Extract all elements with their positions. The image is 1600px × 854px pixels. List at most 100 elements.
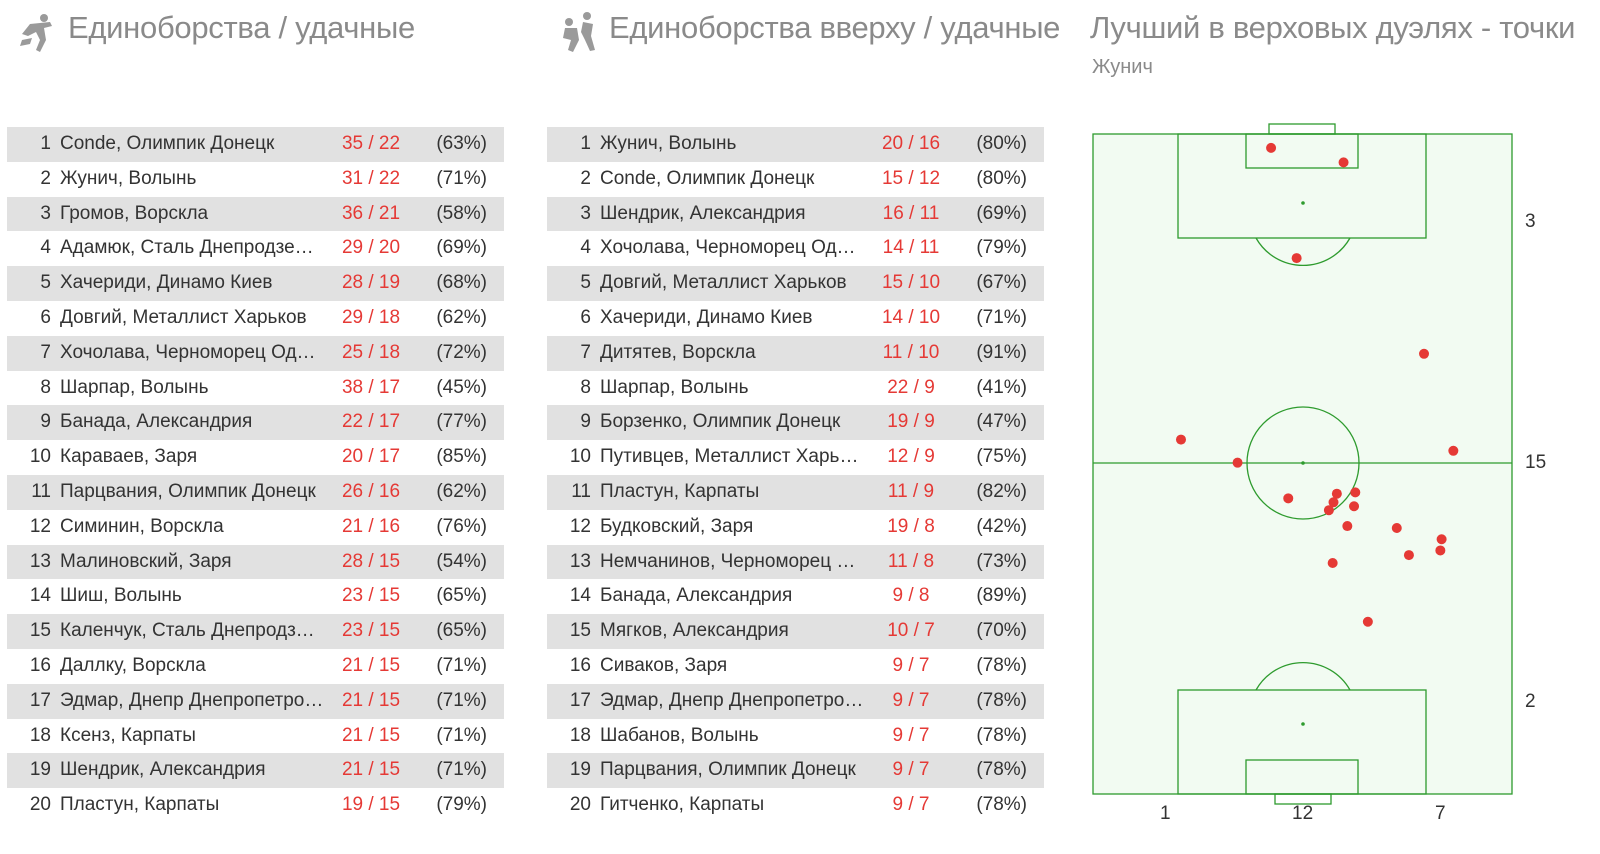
rank-cell: 4 (40, 237, 51, 259)
duel-point (1349, 501, 1360, 512)
table-row: 13 Немчанинов, Черноморец Одесса 11 / 8 (73… (547, 544, 1044, 580)
player-name: Пластун, Карпаты (600, 480, 760, 502)
player-name: Дитятев, Ворскла (600, 341, 756, 363)
player-name: Шиш, Волынь (60, 585, 182, 607)
duels-score: 9 / 7 (892, 654, 930, 676)
bottom-penalty-arc (1255, 662, 1351, 691)
rank-cell: 4 (580, 237, 591, 259)
rank-cell: 3 (40, 202, 51, 224)
duels-score: 11 / 9 (887, 480, 935, 502)
duel-point (1283, 493, 1294, 504)
duels-score: 11 / 8 (887, 550, 935, 572)
rank-cell: 15 (569, 620, 591, 642)
rank-cell: 8 (580, 376, 591, 398)
success-percent: (79%) (436, 794, 487, 816)
table-row: 2 Жунич, Волынь 31 / 22 (71%) (7, 162, 504, 197)
table-row: 2 Conde, Олимпик Донецк 15 / 12 (80%) (547, 162, 1044, 197)
table-row: 17 Эдмар, Днепр Днепропетровск 9 / 7 (78%) (547, 683, 1044, 719)
player-name: Громов, Ворскла (60, 202, 209, 224)
player-name: Караваев, Заря (60, 446, 198, 468)
table-row: 12 Будковский, Заря 19 / 8 (42%) (547, 510, 1044, 545)
success-percent: (82%) (976, 480, 1027, 502)
success-percent: (42%) (976, 515, 1027, 537)
table-row: 12 Симинин, Ворскла 21 / 16 (76%) (7, 510, 504, 545)
duels-score: 20 / 17 (341, 446, 401, 468)
success-percent: (71%) (436, 759, 487, 781)
rank-cell: 17 (569, 689, 591, 711)
duels-score: 29 / 18 (341, 306, 401, 328)
table-row: 3 Громов, Ворскла 36 / 21 (58%) (7, 196, 504, 232)
table-row: 18 Ксенз, Карпаты 21 / 15 (71%) (7, 719, 504, 754)
table-row: 15 Каленчук, Сталь Днепродзерж... 23 / 15 (… (7, 614, 504, 649)
rank-cell: 14 (569, 585, 591, 607)
table-row: 7 Дитятев, Ворскла 11 / 10 (91%) (547, 335, 1044, 371)
rank-cell: 18 (29, 724, 51, 746)
duels-score: 9 / 7 (892, 724, 930, 746)
ranking-table: 1 Жунич, Волынь 20 / 16 (80%) 2 Conde, Олимпи… (547, 127, 1044, 823)
rank-cell: 9 (40, 411, 51, 433)
rank-cell: 10 (29, 446, 51, 468)
duel-point (1436, 534, 1447, 545)
duels-score: 26 / 16 (341, 480, 401, 502)
player-name: Шабанов, Волынь (600, 724, 759, 746)
duels-score: 14 / 11 (882, 237, 940, 259)
duels-score: 36 / 21 (341, 202, 401, 224)
success-percent: (89%) (976, 585, 1027, 607)
duel-point (1403, 550, 1414, 561)
duel-point (1391, 523, 1402, 534)
table-row: 9 Борзенко, Олимпик Донецк 19 / 9 (47%) (547, 405, 1044, 441)
table-row: 14 Шиш, Волынь 23 / 15 (65%) (7, 579, 504, 614)
table-row: 1 Conde, Олимпик Донецк 35 / 22 (63%) (7, 127, 504, 162)
success-percent: (69%) (976, 202, 1027, 224)
player-name: Шарпар, Волынь (60, 376, 209, 398)
duel-point (1232, 457, 1243, 468)
player-name: Малиновский, Заря (60, 550, 232, 572)
player-name: Пластун, Карпаты (60, 794, 220, 816)
rank-cell: 12 (29, 515, 51, 537)
success-percent: (85%) (436, 446, 487, 468)
duels-score: 21 / 16 (341, 515, 401, 537)
player-name: Эдмар, Днепр Днепропетровск (60, 689, 324, 711)
duel-point (1419, 348, 1430, 359)
player-name: Хачериди, Динамо Киев (60, 272, 273, 294)
success-percent: (78%) (976, 689, 1027, 711)
duels-score: 11 / 10 (882, 341, 940, 363)
player-name: Борзенко, Олимпик Донецк (600, 411, 841, 433)
rank-cell: 11 (571, 480, 591, 502)
duels-score: 9 / 8 (892, 585, 930, 607)
rank-cell: 15 (29, 620, 51, 642)
duels-score: 21 / 15 (341, 689, 401, 711)
player-name: Хачериди, Динамо Киев (600, 306, 813, 328)
rank-cell: 17 (29, 689, 51, 711)
duels-score: 20 / 16 (881, 133, 941, 154)
rank-cell: 13 (29, 550, 51, 572)
player-name: Будковский, Заря (600, 515, 754, 537)
player-name: Эдмар, Днепр Днепропетровск (600, 689, 864, 711)
duels-score: 28 / 19 (341, 272, 401, 294)
rank-cell: 20 (29, 794, 51, 816)
table-row: 16 Сиваков, Заря 9 / 7 (78%) (547, 649, 1044, 684)
duels-score: 9 / 7 (892, 759, 930, 781)
success-percent: (54%) (436, 550, 487, 572)
success-percent: (78%) (976, 654, 1027, 676)
center-circle (1246, 406, 1360, 520)
player-name: Немчанинов, Черноморец Одесса (600, 550, 864, 572)
success-percent: (77%) (436, 411, 487, 433)
duels-score: 19 / 15 (341, 794, 401, 816)
success-percent: (67%) (976, 272, 1027, 294)
success-percent: (78%) (976, 794, 1027, 816)
pitch (1092, 123, 1513, 805)
table-row: 3 Шендрик, Александрия 16 / 11 (69%) (547, 196, 1044, 232)
table-row: 8 Шарпар, Волынь 22 / 9 (41%) (547, 371, 1044, 406)
duels-score: 15 / 12 (881, 167, 941, 189)
table-row: 17 Эдмар, Днепр Днепропетровск 21 / 15 (71%… (7, 683, 504, 719)
player-name: Жунич, Волынь (60, 167, 197, 189)
duels-score: 12 / 9 (887, 446, 935, 468)
table-row: 19 Парцвания, Олимпик Донецк 9 / 7 (78%) (547, 753, 1044, 789)
table-row: 16 Даллку, Ворскла 21 / 15 (71%) (7, 649, 504, 684)
table-row: 15 Мягков, Александрия 10 / 7 (70%) (547, 614, 1044, 649)
duel-point (1331, 488, 1342, 499)
success-percent: (76%) (436, 515, 487, 537)
player-name: Conde, Олимпик Донецк (600, 167, 815, 189)
success-percent: (78%) (976, 759, 1027, 781)
